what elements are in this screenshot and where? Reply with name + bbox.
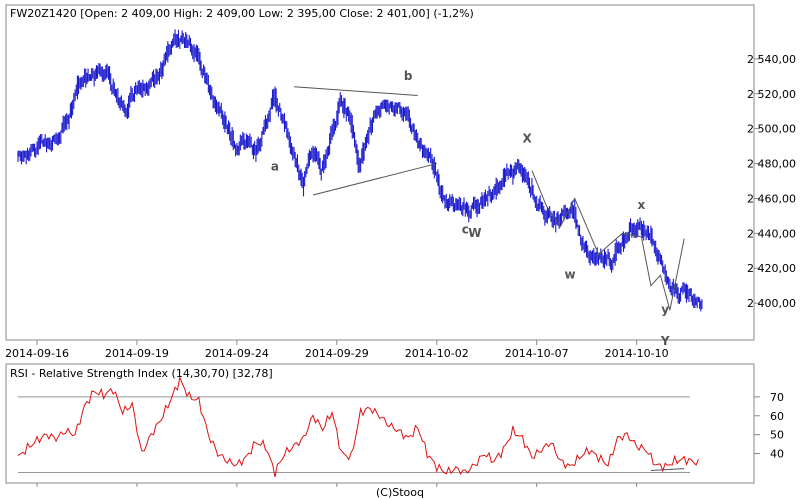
price-ytick-label: 2 540,00 <box>747 53 796 66</box>
change-value: (-1,2%) <box>433 7 474 20</box>
price-trendline <box>293 86 418 97</box>
price-ytick-label: 2 520,00 <box>747 88 796 101</box>
bracket-close: ] <box>426 7 434 20</box>
rsi-title: RSI - Relative Strength Index (14,30,70)… <box>10 367 273 380</box>
price-panel <box>5 4 755 341</box>
rsi-y-axis: 40 50 60 70 <box>754 391 784 461</box>
low-value: 2 395,00 <box>287 7 336 20</box>
xtick-label: 2014-09-24 <box>205 347 269 360</box>
rsi-series-line <box>17 375 699 478</box>
xtick-label: 2014-09-29 <box>305 347 369 360</box>
open-value: 2 409,00 <box>121 7 170 20</box>
rsi-panel <box>5 363 755 484</box>
wave-label: a <box>271 160 279 174</box>
price-ytick-label: 2 500,00 <box>747 123 796 136</box>
wave-label: W <box>468 226 481 240</box>
price-ytick-label: 2 420,00 <box>747 262 796 275</box>
rsi-trendline-mark <box>650 468 685 472</box>
xtick-label: 2014-09-19 <box>105 347 169 360</box>
price-bars <box>17 29 703 312</box>
x-axis: 2014-09-16 2014-09-19 2014-09-24 2014-09-29… <box>5 340 669 487</box>
xtick-label: 2014-10-02 <box>405 347 469 360</box>
xtick-label: 2014-10-07 <box>505 347 569 360</box>
price-ytick-label: 2 440,00 <box>747 227 796 240</box>
price-trendlines <box>293 86 437 196</box>
wave-label: x <box>638 198 646 212</box>
wave-label: w <box>564 268 575 282</box>
wave-label: Y <box>660 334 670 348</box>
price-y-axis: 2 400,00 2 420,00 2 440,00 2 460,00 2 480,00… <box>747 53 796 310</box>
wave-label: b <box>404 69 413 83</box>
rsi-ytick-label: 70 <box>770 391 784 404</box>
low-label: Low: <box>259 7 284 20</box>
close-value: 2 401,00 <box>377 7 426 20</box>
xtick-label: 2014-10-10 <box>605 347 669 360</box>
price-ytick-label: 2 460,00 <box>747 192 796 205</box>
rsi-trendline <box>650 468 685 472</box>
wave-label: c <box>462 222 469 236</box>
xtick-label: 2014-09-16 <box>5 347 69 360</box>
wave-line <box>531 170 685 311</box>
bracket-open: [ <box>77 7 85 20</box>
high-label: High: <box>174 7 203 20</box>
wave-label: X <box>523 132 533 146</box>
chart-header: FW20Z1420 [Open: 2 409,00 High: 2 409,00… <box>10 7 474 20</box>
price-annotations: a b c W Xw x y Y <box>271 69 670 348</box>
rsi-ytick-label: 40 <box>770 448 784 461</box>
rsi-ytick-label: 60 <box>770 410 784 423</box>
rsi-levels <box>18 396 690 473</box>
close-label: Close: <box>339 7 373 20</box>
open-label: Open: <box>85 7 118 20</box>
symbol: FW20Z1420 <box>10 7 77 20</box>
price-wave-path <box>531 170 685 311</box>
rsi-line <box>17 375 699 478</box>
price-trendline <box>312 163 437 196</box>
high-value: 2 409,00 <box>206 7 255 20</box>
footer-credit: (C)Stooq <box>376 486 424 499</box>
price-ytick-label: 2 400,00 <box>747 297 796 310</box>
rsi-ytick-label: 50 <box>770 429 784 442</box>
price-ytick-label: 2 480,00 <box>747 158 796 171</box>
wave-label: y <box>661 303 669 317</box>
